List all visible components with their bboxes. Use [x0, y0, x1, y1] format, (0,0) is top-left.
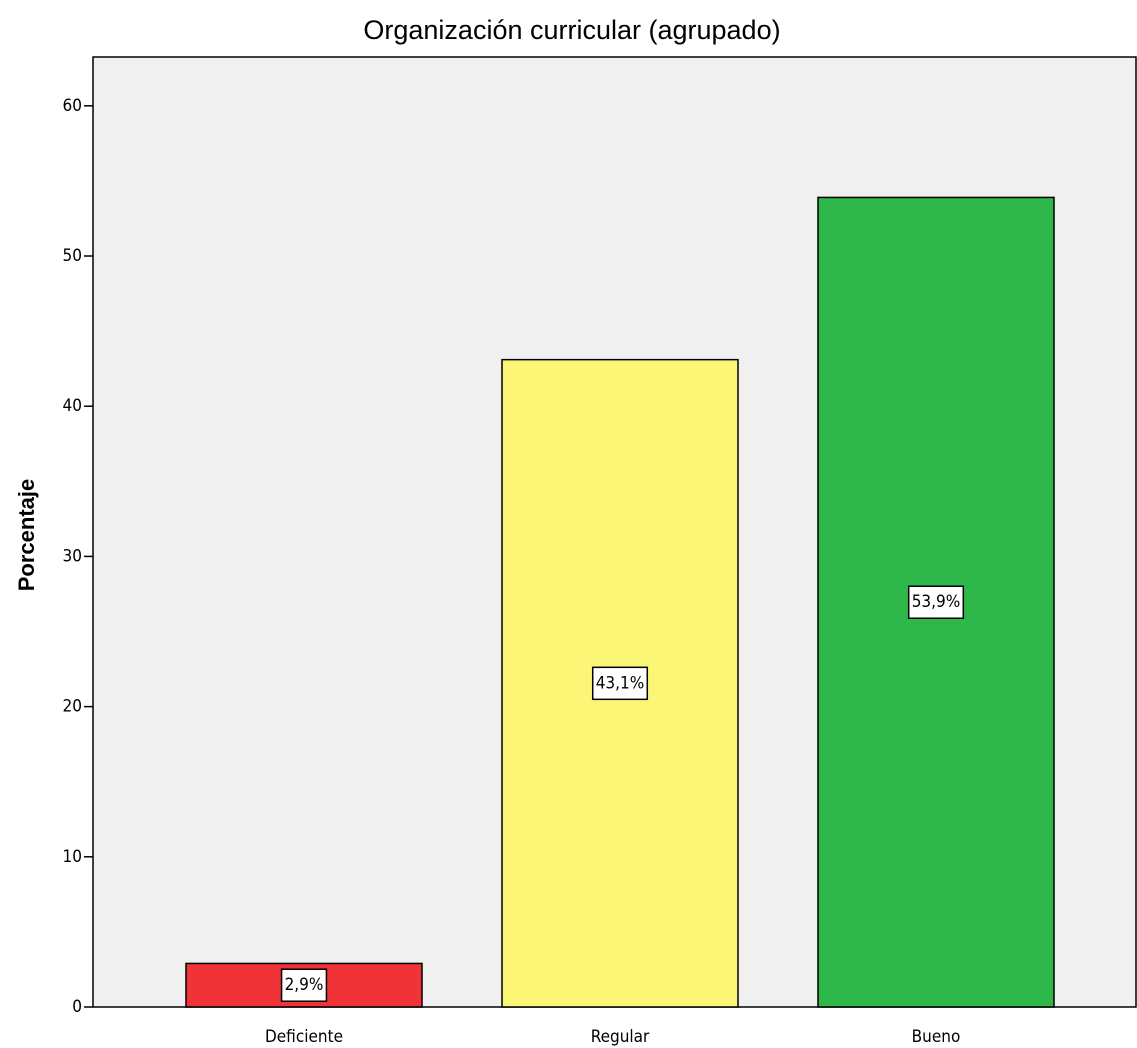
y-tick-label: 40 — [63, 396, 82, 416]
value-label: 53,9% — [912, 592, 961, 612]
y-tick-label: 20 — [63, 697, 82, 717]
x-tick-label: Regular — [591, 1027, 650, 1047]
x-tick-label: Bueno — [912, 1027, 961, 1047]
y-tick-label: 60 — [63, 96, 82, 116]
y-tick-label: 30 — [63, 546, 82, 566]
value-label-box — [907, 585, 965, 619]
y-tick-label: 50 — [63, 246, 82, 266]
value-label-box — [591, 666, 649, 701]
value-label-box — [280, 968, 328, 1002]
value-label: 43,1% — [596, 673, 645, 693]
y-tick-label: 0 — [72, 997, 82, 1017]
value-label: 2,9% — [285, 975, 324, 995]
x-tick-label: Deficiente — [265, 1027, 343, 1047]
y-axis-label: Porcentaje — [14, 479, 39, 592]
chart-title: Organización curricular (agrupado) — [363, 15, 780, 45]
y-tick-label: 10 — [63, 847, 82, 867]
